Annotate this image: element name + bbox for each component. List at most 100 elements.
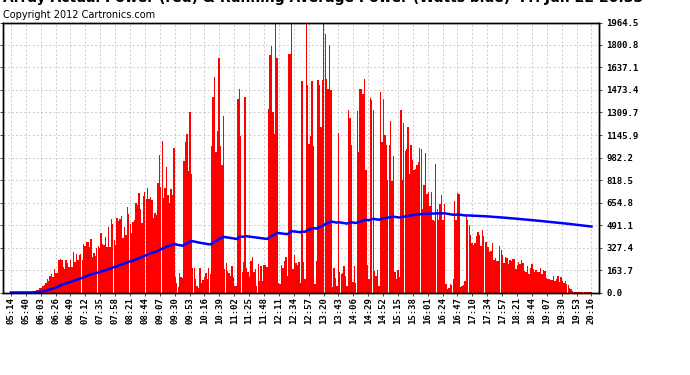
Bar bbox=[121, 216, 122, 292]
Bar bbox=[228, 273, 230, 292]
Bar bbox=[500, 250, 502, 292]
Bar bbox=[237, 99, 239, 292]
Bar bbox=[168, 195, 169, 292]
Bar bbox=[322, 80, 323, 292]
Bar bbox=[464, 281, 466, 292]
Bar bbox=[236, 286, 237, 292]
Bar bbox=[569, 288, 571, 292]
Bar bbox=[520, 264, 521, 292]
Bar bbox=[275, 22, 277, 292]
Bar bbox=[409, 174, 411, 292]
Bar bbox=[146, 199, 147, 292]
Bar bbox=[400, 110, 402, 292]
Bar bbox=[317, 80, 319, 292]
Bar bbox=[331, 90, 332, 292]
Bar bbox=[233, 278, 234, 292]
Bar bbox=[259, 281, 260, 292]
Bar bbox=[564, 281, 566, 292]
Bar bbox=[84, 246, 86, 292]
Bar bbox=[358, 152, 359, 292]
Bar bbox=[58, 260, 59, 292]
Bar bbox=[249, 277, 250, 292]
Bar bbox=[460, 287, 461, 292]
Bar bbox=[266, 267, 268, 292]
Bar bbox=[176, 283, 177, 292]
Bar bbox=[349, 118, 351, 292]
Bar bbox=[108, 227, 109, 292]
Bar bbox=[34, 291, 35, 292]
Bar bbox=[326, 80, 327, 292]
Bar bbox=[79, 255, 80, 292]
Bar bbox=[357, 111, 358, 292]
Bar bbox=[371, 100, 373, 292]
Bar bbox=[76, 254, 77, 292]
Bar bbox=[132, 222, 134, 292]
Bar bbox=[422, 209, 424, 292]
Bar bbox=[513, 259, 515, 292]
Bar bbox=[508, 264, 509, 292]
Bar bbox=[416, 165, 417, 292]
Bar bbox=[477, 232, 479, 292]
Bar bbox=[329, 45, 331, 292]
Bar bbox=[506, 258, 508, 292]
Bar bbox=[241, 272, 243, 292]
Bar bbox=[92, 256, 93, 292]
Bar bbox=[147, 188, 148, 292]
Bar bbox=[562, 281, 563, 292]
Bar bbox=[547, 279, 549, 292]
Bar bbox=[143, 195, 144, 292]
Bar bbox=[567, 285, 569, 292]
Bar bbox=[308, 144, 310, 292]
Bar bbox=[403, 123, 404, 292]
Bar bbox=[122, 238, 124, 292]
Bar bbox=[89, 247, 90, 292]
Bar bbox=[50, 276, 51, 292]
Bar bbox=[97, 246, 99, 292]
Bar bbox=[431, 192, 432, 292]
Bar bbox=[479, 235, 480, 292]
Bar bbox=[218, 58, 219, 292]
Bar bbox=[542, 274, 543, 292]
Bar bbox=[173, 148, 175, 292]
Bar bbox=[221, 165, 223, 292]
Bar bbox=[397, 270, 399, 292]
Bar bbox=[383, 99, 384, 292]
Bar bbox=[413, 170, 415, 292]
Bar bbox=[428, 192, 429, 292]
Bar bbox=[370, 98, 371, 292]
Bar bbox=[470, 235, 471, 292]
Bar bbox=[471, 243, 473, 292]
Text: Copyright 2012 Cartronics.com: Copyright 2012 Cartronics.com bbox=[3, 10, 155, 20]
Bar bbox=[109, 247, 110, 292]
Bar bbox=[556, 279, 558, 292]
Bar bbox=[467, 220, 469, 292]
Bar bbox=[269, 55, 270, 292]
Bar bbox=[444, 204, 445, 292]
Bar bbox=[359, 89, 361, 292]
Bar bbox=[83, 243, 84, 292]
Bar bbox=[323, 24, 324, 293]
Bar bbox=[315, 284, 316, 292]
Bar bbox=[365, 170, 366, 292]
Bar bbox=[339, 272, 340, 292]
Bar bbox=[505, 256, 506, 292]
Bar bbox=[435, 165, 437, 292]
Bar bbox=[198, 288, 199, 292]
Bar bbox=[525, 272, 526, 292]
Bar bbox=[543, 270, 544, 292]
Bar bbox=[380, 92, 381, 292]
Bar bbox=[511, 261, 512, 292]
Bar bbox=[344, 266, 345, 292]
Bar bbox=[328, 89, 329, 292]
Bar bbox=[311, 81, 313, 292]
Bar bbox=[378, 286, 380, 292]
Bar bbox=[68, 267, 70, 292]
Bar bbox=[256, 286, 257, 292]
Bar bbox=[433, 221, 435, 292]
Bar bbox=[41, 288, 42, 292]
Bar bbox=[299, 283, 301, 292]
Bar bbox=[553, 276, 554, 292]
Bar bbox=[182, 278, 184, 292]
Bar bbox=[70, 260, 71, 292]
Bar bbox=[489, 252, 491, 292]
